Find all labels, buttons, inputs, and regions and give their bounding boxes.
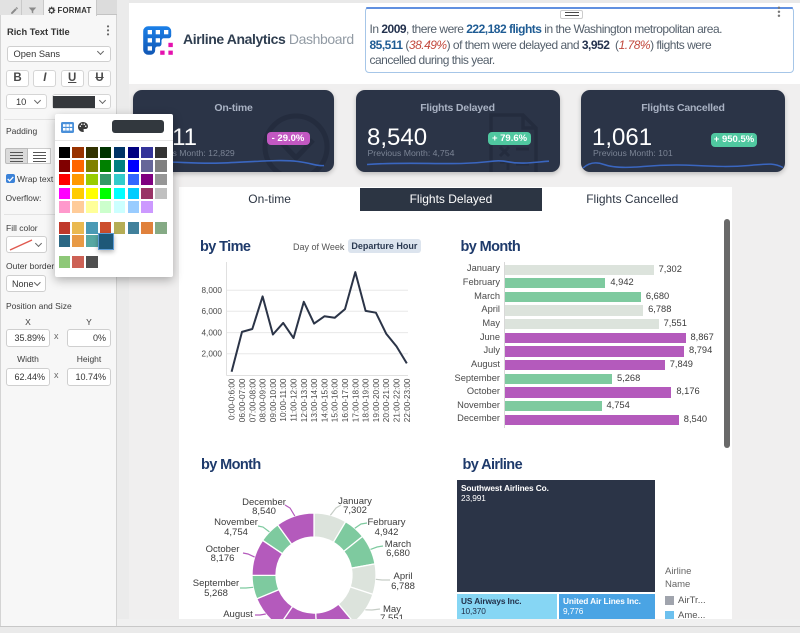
- svg-text:14:00-15:00: 14:00-15:00: [320, 378, 329, 422]
- svg-text:15:00-16:00: 15:00-16:00: [331, 378, 340, 422]
- svg-text:07:00-08:00: 07:00-08:00: [248, 378, 257, 422]
- svg-text:22:00-23:00: 22:00-23:00: [403, 378, 412, 422]
- svg-text:06:00-07:00: 06:00-07:00: [238, 378, 247, 422]
- svg-text:0:00-0:6:00: 0:00-0:6:00: [228, 378, 237, 420]
- svg-text:2,000: 2,000: [202, 350, 223, 359]
- svg-text:17:00-18:00: 17:00-18:00: [351, 378, 360, 422]
- svg-text:10:00-11:00: 10:00-11:00: [279, 378, 288, 422]
- svg-text:21:00-22:00: 21:00-22:00: [393, 378, 402, 422]
- svg-text:11:00-12:00: 11:00-12:00: [290, 378, 299, 422]
- svg-text:12:00-13:00: 12:00-13:00: [300, 378, 309, 422]
- svg-text:18:00-19:00: 18:00-19:00: [362, 378, 371, 422]
- svg-text:19:00-20:00: 19:00-20:00: [372, 378, 381, 422]
- svg-text:6,000: 6,000: [202, 307, 223, 316]
- svg-text:08:00-09:00: 08:00-09:00: [259, 378, 268, 422]
- svg-text:4,000: 4,000: [202, 328, 223, 337]
- svg-text:13:00-14:00: 13:00-14:00: [310, 378, 319, 422]
- svg-text:8,000: 8,000: [202, 286, 223, 295]
- svg-text:16:00-17:00: 16:00-17:00: [341, 378, 350, 422]
- svg-text:09:00-10:00: 09:00-10:00: [269, 378, 278, 422]
- svg-text:20:00-21:00: 20:00-21:00: [382, 378, 391, 422]
